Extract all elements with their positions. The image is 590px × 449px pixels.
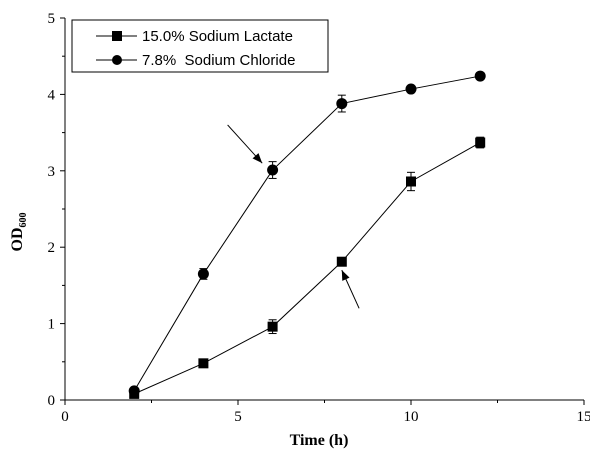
arrow-head [341,270,350,281]
data-point-circle [197,268,209,280]
series-sodium-chloride [128,70,486,397]
data-point-square [475,137,486,148]
annotation-arrow [227,124,263,164]
data-point-square [336,256,347,267]
x-tick-label: 15 [577,409,590,425]
data-point-circle [128,385,140,397]
x-tick-label: 10 [404,409,419,425]
x-tick-label: 5 [234,409,242,425]
data-point-circle [267,164,279,176]
series-line [133,75,481,392]
legend-label-lactate: 15.0% Sodium Lactate [142,28,293,45]
data-point-square [406,176,416,187]
y-tick-label: 1 [48,317,56,333]
legend: 15.0% Sodium Lactate 7.8% Sodium Chlorid… [71,19,329,73]
y-tick-label: 0 [48,393,56,409]
x-axis-title: Time (h) [290,432,349,449]
axes [64,18,584,401]
axis-ticks: 0 5 10 15 0 1 2 3 4 5 [48,11,590,425]
series-sodium-lactate [129,136,486,399]
legend-marker-circle [112,55,122,65]
legend-label-chloride: 7.8% Sodium Chloride [142,52,295,69]
series-line [133,142,481,395]
y-tick-label: 4 [48,87,56,103]
y-tick-label: 3 [48,164,56,180]
y-axis-title-main: OD [9,228,26,252]
x-tick-label: 0 [61,409,69,425]
data-point-circle [474,70,486,82]
y-tick-label: 5 [48,11,56,27]
legend-marker-square [112,31,122,41]
series-layer [128,70,486,399]
data-point-square [198,358,209,369]
data-point-circle [405,83,417,95]
annotation-layer [227,124,360,309]
arrow-head [252,153,263,164]
y-axis-title: OD600 [9,213,29,252]
y-tick-label: 2 [48,240,56,256]
data-point-circle [336,98,348,110]
data-point-square [267,321,278,332]
annotation-arrow [341,269,360,309]
y-axis-title-subscript: 600 [18,213,29,228]
